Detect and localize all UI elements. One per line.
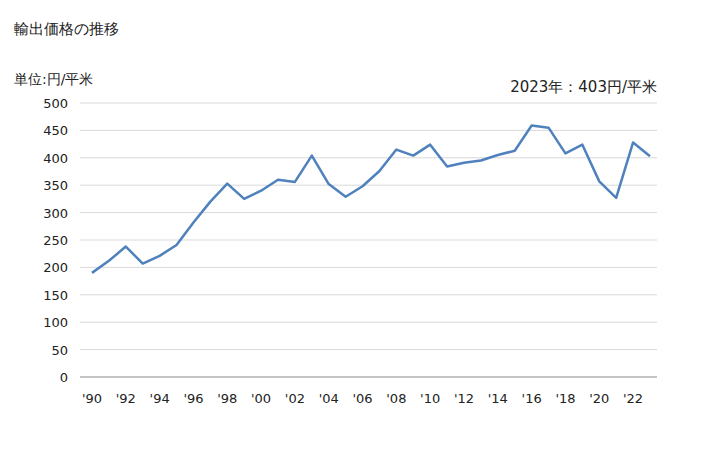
grid-line: [80, 322, 657, 323]
x-tick-label: '04: [319, 391, 339, 406]
x-tick-label: '12: [454, 391, 474, 406]
grid-line: [80, 294, 657, 295]
title: 輸出価格の推移: [14, 20, 119, 38]
x-tick-label: '98: [217, 391, 237, 406]
line: [92, 125, 650, 272]
grid-line: [80, 349, 657, 350]
x-tick-label: '96: [183, 391, 203, 406]
y-label: 単位:円/平米: [14, 71, 93, 87]
grid-line: [80, 185, 657, 186]
x-tick-label: '20: [589, 391, 609, 406]
x-tick-label: '92: [116, 391, 136, 406]
x-tick-label: '22: [623, 391, 643, 406]
x-tick-label: '00: [251, 391, 271, 406]
grid-line: [80, 103, 657, 104]
y-tick-label: 250: [43, 233, 68, 248]
y-tick-label: 0: [60, 370, 68, 385]
x-tick-label: '02: [285, 391, 305, 406]
y-tick-label: 200: [43, 260, 68, 275]
grid-line: [80, 212, 657, 213]
y-tick-label: 350: [43, 178, 68, 193]
x-tick-label: '06: [352, 391, 372, 406]
chart: 輸出価格の推移単位:円/平米 2023年：403円/平米 0 50 100 150 200 2…: [0, 0, 728, 450]
x-tick-label: '94: [150, 391, 170, 406]
grid-line: [80, 157, 657, 158]
y-tick-label: 400: [43, 151, 68, 166]
grid-line: [80, 240, 657, 241]
y-tick-label: 500: [43, 96, 68, 111]
x-tick-label: '14: [488, 391, 508, 406]
y-tick-label: 50: [51, 343, 68, 358]
y-tick-label: 450: [43, 123, 68, 138]
grid-line: [80, 377, 657, 378]
grid-line: [80, 130, 657, 131]
x-tick-label: '10: [420, 391, 440, 406]
y-tick-label: 150: [43, 288, 68, 303]
y-tick-label: 300: [43, 206, 68, 221]
grid-line: [80, 267, 657, 268]
annotation: 2023年：403円/平米: [510, 78, 657, 96]
x-tick-label: '08: [386, 391, 406, 406]
y-tick-label: 100: [43, 315, 68, 330]
x-tick-label: '16: [522, 391, 542, 406]
plot-area: [92, 125, 650, 272]
x-tick-label: '90: [82, 391, 102, 406]
x-tick-label: '18: [555, 391, 575, 406]
